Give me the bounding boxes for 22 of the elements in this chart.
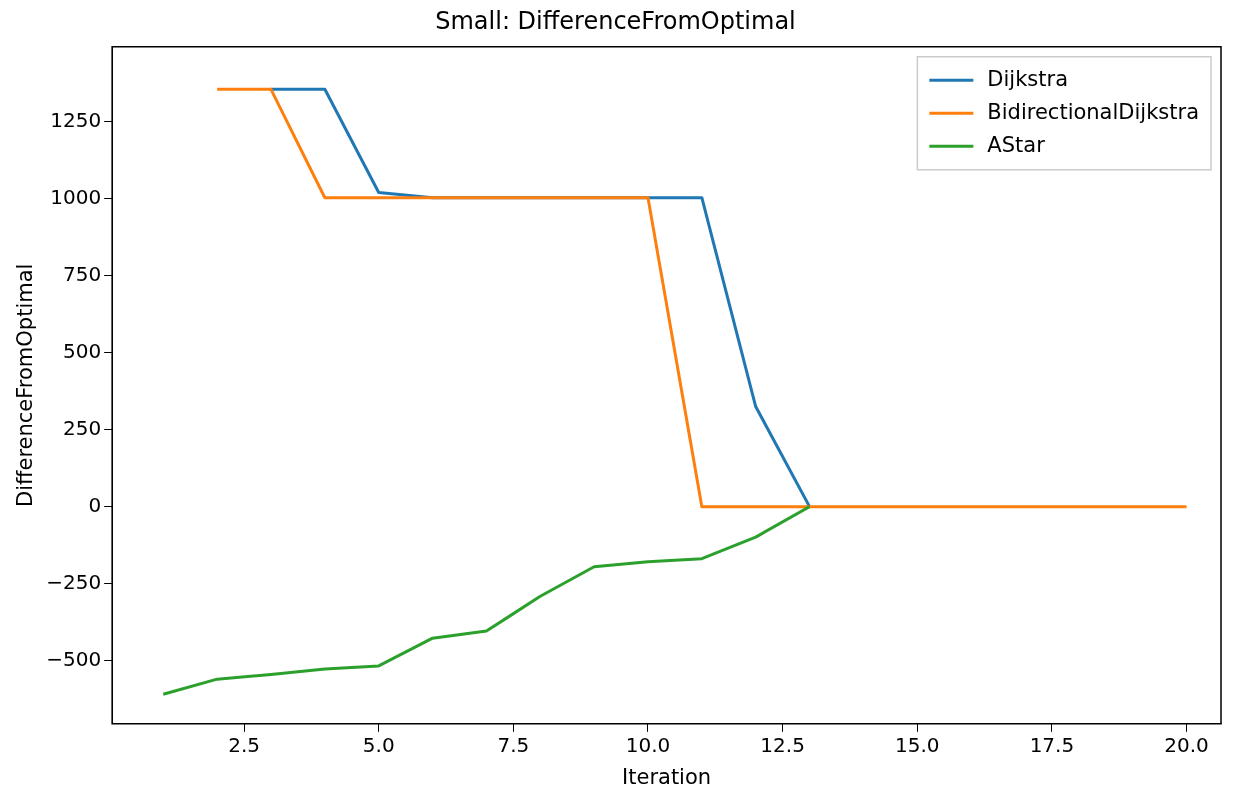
y-tick-label: 1250 [50, 107, 102, 132]
x-tick-label: 10.0 [625, 733, 671, 757]
legend-label: BidirectionalDijkstra [987, 99, 1200, 124]
y-axis-title: DifferenceFromOptimal [13, 263, 38, 507]
y-tick-label: −500 [46, 646, 102, 671]
x-tick-label: 12.5 [760, 733, 805, 757]
y-tick-label: 500 [62, 338, 102, 363]
x-tick-label: 17.5 [1029, 733, 1075, 757]
chart-title: Small: DifferenceFromOptimal [435, 6, 796, 35]
x-tick-label: 7.5 [497, 733, 530, 757]
x-tick-label: 2.5 [228, 733, 260, 757]
y-tick-label: −250 [46, 569, 102, 594]
y-tick-label: 750 [62, 261, 102, 286]
x-axis-title: Iteration [622, 764, 712, 789]
x-tick-label: 15.0 [894, 733, 940, 757]
x-tick-label: 5.0 [362, 733, 395, 757]
legend-label: AStar [987, 132, 1046, 157]
y-tick-label: 0 [88, 492, 102, 517]
y-tick-label: 250 [62, 415, 102, 440]
legend-label: Dijkstra [987, 66, 1069, 91]
y-tick-label: 1000 [50, 184, 102, 209]
x-tick-label: 20.0 [1164, 733, 1209, 757]
